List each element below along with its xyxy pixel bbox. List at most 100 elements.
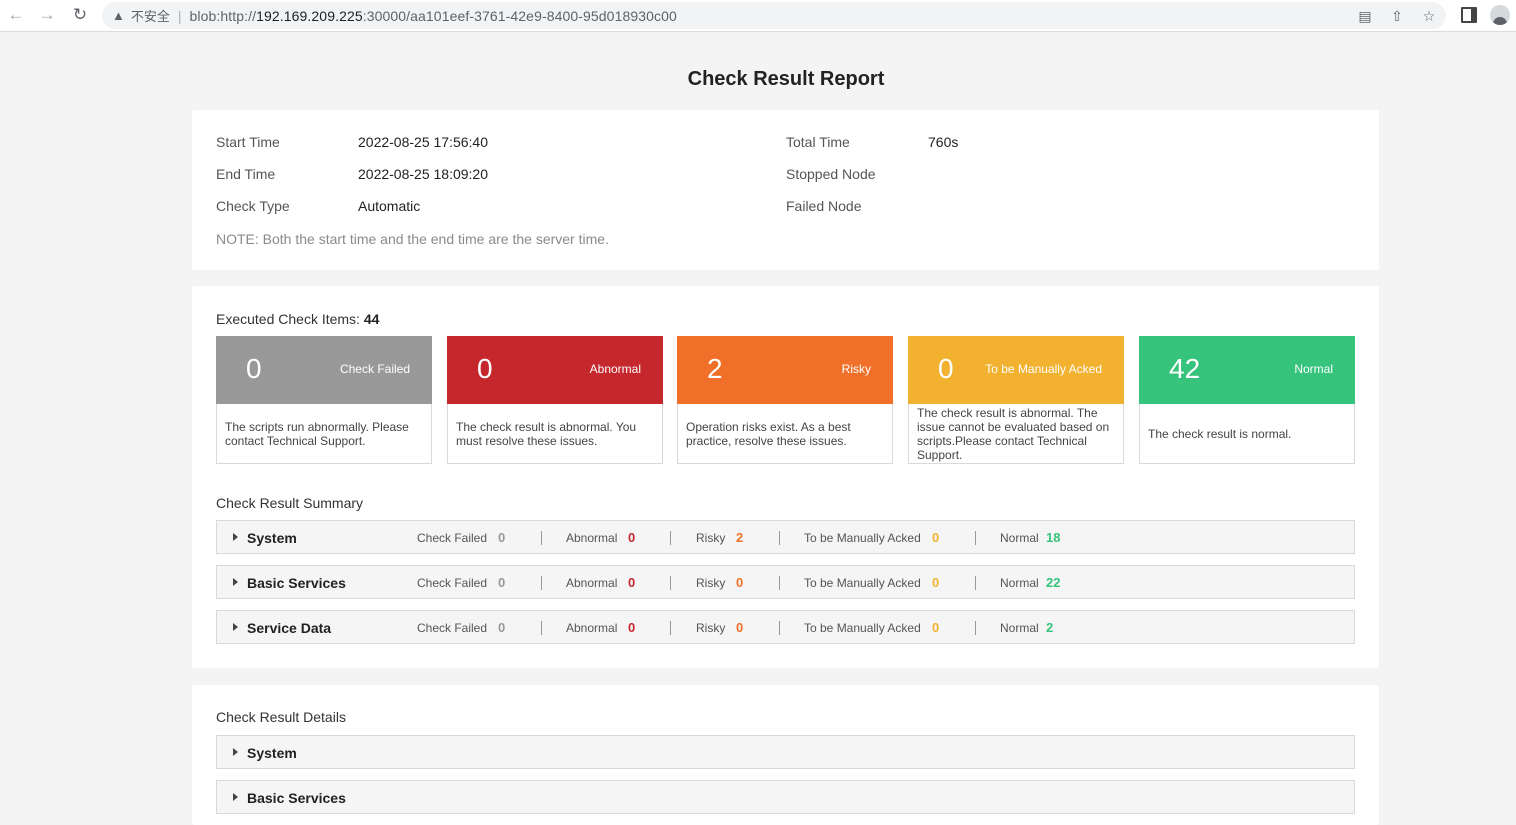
count-value-normal: 2: [1046, 620, 1054, 635]
page-title: Check Result Report: [687, 68, 885, 90]
column-divider: [975, 576, 976, 590]
back-arrow-icon[interactable]: ←: [7, 5, 25, 24]
stat-head-normal: 42 Normal: [1139, 336, 1355, 404]
total-time-label: Total Time: [786, 134, 850, 150]
count-label-acked: To be Manually Acked: [804, 576, 921, 590]
stat-count: 2: [707, 353, 723, 384]
stat-count: 0: [477, 353, 493, 384]
count-label-normal: Normal: [1000, 576, 1039, 590]
executed-count: 44: [363, 311, 380, 327]
count-label-risky: Risky: [696, 576, 726, 590]
stat-description: The check result is abnormal. The issue …: [917, 405, 1110, 462]
stat-label: Normal: [1294, 362, 1333, 376]
summary-row-name: Basic Services: [247, 575, 346, 591]
profile-avatar-icon[interactable]: [1489, 4, 1511, 26]
count-value-normal: 18: [1046, 530, 1061, 545]
column-divider: [541, 621, 542, 635]
column-divider: [541, 576, 542, 590]
check-type-label: Check Type: [216, 198, 290, 214]
share-icon[interactable]: ⇧: [1391, 7, 1403, 24]
stat-box-manually-acked: 0 To be Manually Acked The check result …: [908, 336, 1124, 464]
caret-right-icon: [233, 748, 238, 756]
count-value-risky: 2: [736, 530, 744, 545]
column-divider: [975, 531, 976, 545]
column-divider: [670, 531, 671, 545]
count-value-acked: 0: [932, 575, 940, 590]
count-value-acked: 0: [932, 620, 940, 635]
summary-row-name: System: [247, 530, 297, 546]
stat-description: Operation risks exist. As a best practic…: [686, 419, 851, 448]
count-label-abnormal: Abnormal: [566, 531, 618, 545]
stat-label: Check Failed: [339, 362, 410, 376]
count-label-acked: To be Manually Acked: [804, 621, 921, 635]
summary-row-name: Service Data: [247, 620, 332, 636]
caret-right-icon: [233, 793, 238, 801]
column-divider: [779, 531, 780, 545]
stat-box-normal: 42 Normal The check result is normal.: [1139, 336, 1355, 464]
count-value-failed: 0: [498, 575, 506, 590]
total-time-value: 760s: [928, 134, 959, 150]
count-label-acked: To be Manually Acked: [804, 531, 921, 545]
column-divider: [779, 576, 780, 590]
browser-toolbar: ← → ↻ ▲ 不安全 | blob:http://192.169.209.22…: [0, 0, 1516, 32]
bookmark-star-icon[interactable]: ☆: [1422, 7, 1436, 24]
count-value-acked: 0: [932, 530, 940, 545]
column-divider: [779, 621, 780, 635]
count-label-risky: Risky: [696, 621, 726, 635]
stat-description: The check result is abnormal. You must r…: [456, 419, 637, 448]
insecure-label: 不安全: [130, 9, 170, 24]
stat-label: To be Manually Acked: [985, 362, 1102, 376]
details-row-basic-services[interactable]: Basic Services: [216, 780, 1355, 814]
executed-check-items: Executed Check Items: 44: [216, 311, 380, 327]
caret-right-icon: [233, 623, 238, 631]
count-value-risky: 0: [736, 620, 744, 635]
reload-icon[interactable]: ↻: [72, 5, 88, 24]
count-label-normal: Normal: [1000, 621, 1039, 635]
count-value-abnormal: 0: [628, 620, 636, 635]
failed-node-label: Failed Node: [786, 198, 862, 214]
summary-card: Executed Check Items: 44 0 Check Failed …: [192, 286, 1379, 668]
stat-box-check-failed: 0 Check Failed The scripts run abnormall…: [216, 336, 432, 464]
count-value-failed: 0: [498, 530, 506, 545]
summary-row-system[interactable]: System Check Failed 0 Abnormal 0 Risky 2 To be …: [216, 520, 1355, 554]
details-row-name: System: [247, 745, 297, 761]
count-value-abnormal: 0: [628, 530, 636, 545]
count-label-abnormal: Abnormal: [566, 576, 618, 590]
forward-arrow-icon[interactable]: →: [38, 5, 56, 24]
url-text: blob:http://192.169.209.225:30000/aa101e…: [189, 7, 677, 24]
summary-row-basic-services[interactable]: Basic Services Check Failed 0 Abnormal 0 Risk…: [216, 565, 1355, 599]
translate-icon[interactable]: ▤: [1358, 7, 1372, 24]
column-divider: [541, 531, 542, 545]
stat-head-manually-acked: 0 To be Manually Acked: [908, 336, 1124, 404]
stat-box-risky: 2 Risky Operation risks exist. As a best…: [677, 336, 893, 464]
column-divider: [670, 621, 671, 635]
address-separator: |: [177, 7, 182, 24]
count-label-risky: Risky: [696, 531, 726, 545]
details-title: Check Result Details: [216, 709, 346, 725]
count-label-normal: Normal: [1000, 531, 1039, 545]
stat-description: The check result is normal.: [1148, 426, 1292, 441]
details-card: Check Result Details System Basic Servic…: [192, 685, 1379, 825]
stat-description: The scripts run abnormally. Please conta…: [225, 419, 409, 448]
start-time-value: 2022-08-25 17:56:40: [358, 134, 488, 150]
stat-head-check-failed: 0 Check Failed: [216, 336, 432, 404]
column-divider: [670, 576, 671, 590]
side-panel-icon[interactable]: [1458, 4, 1480, 26]
stat-head-abnormal: 0 Abnormal: [447, 336, 663, 404]
details-row-name: Basic Services: [247, 790, 346, 806]
stat-box-abnormal: 0 Abnormal The check result is abnormal.…: [447, 336, 663, 464]
summary-row-service-data[interactable]: Service Data Check Failed 0 Abnormal 0 Risky 0…: [216, 610, 1355, 644]
caret-right-icon: [233, 533, 238, 541]
count-value-abnormal: 0: [628, 575, 636, 590]
details-row-system[interactable]: System: [216, 735, 1355, 769]
end-time-label: End Time: [216, 166, 276, 182]
count-label-failed: Check Failed: [417, 621, 488, 635]
server-time-note: NOTE: Both the start time and the end ti…: [216, 231, 609, 247]
stat-label: Abnormal: [589, 362, 641, 376]
count-label-failed: Check Failed: [417, 531, 488, 545]
start-time-label: Start Time: [216, 134, 280, 150]
count-label-failed: Check Failed: [417, 576, 488, 590]
caret-right-icon: [233, 578, 238, 586]
stat-label: Risky: [841, 362, 871, 376]
address-bar[interactable]: ▲ 不安全 | blob:http://192.169.209.225:3000…: [102, 2, 1446, 29]
